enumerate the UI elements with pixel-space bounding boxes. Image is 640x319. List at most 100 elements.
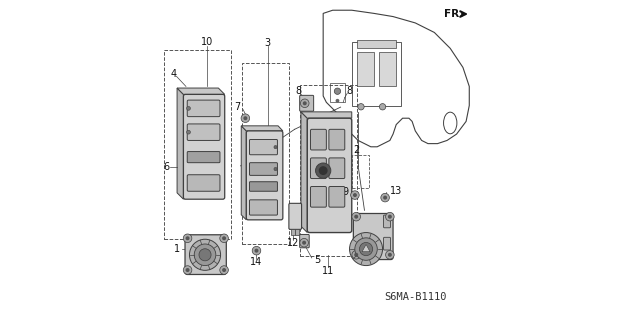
- Circle shape: [194, 244, 216, 266]
- Circle shape: [274, 167, 277, 171]
- Text: 3: 3: [264, 38, 271, 48]
- FancyBboxPatch shape: [307, 118, 352, 233]
- FancyBboxPatch shape: [353, 213, 393, 260]
- FancyBboxPatch shape: [310, 129, 326, 150]
- Text: 5: 5: [314, 255, 321, 264]
- Circle shape: [187, 130, 191, 134]
- Circle shape: [303, 101, 307, 105]
- Bar: [356, 51, 374, 86]
- Text: 9: 9: [342, 187, 349, 197]
- Text: 4: 4: [171, 69, 177, 79]
- FancyBboxPatch shape: [184, 94, 225, 199]
- FancyBboxPatch shape: [188, 124, 220, 140]
- Circle shape: [352, 250, 360, 259]
- Circle shape: [353, 193, 357, 197]
- Circle shape: [302, 241, 306, 245]
- Bar: [300, 85, 357, 256]
- Circle shape: [186, 236, 189, 240]
- Bar: [356, 41, 396, 48]
- FancyBboxPatch shape: [310, 158, 326, 179]
- Circle shape: [222, 236, 226, 240]
- FancyBboxPatch shape: [250, 163, 278, 175]
- Circle shape: [385, 250, 394, 259]
- Bar: [330, 83, 346, 102]
- Text: 7: 7: [234, 102, 241, 112]
- Polygon shape: [177, 88, 225, 94]
- Polygon shape: [301, 112, 352, 118]
- Circle shape: [383, 196, 387, 200]
- Circle shape: [316, 163, 331, 178]
- Polygon shape: [241, 126, 246, 220]
- FancyBboxPatch shape: [329, 158, 345, 179]
- Circle shape: [360, 242, 372, 256]
- Text: 8: 8: [346, 85, 352, 96]
- Text: 12: 12: [287, 238, 299, 248]
- Circle shape: [189, 239, 221, 270]
- Text: FR.: FR.: [444, 9, 463, 19]
- Circle shape: [388, 253, 392, 257]
- Circle shape: [388, 215, 392, 219]
- Circle shape: [220, 234, 228, 242]
- Circle shape: [352, 212, 360, 221]
- FancyBboxPatch shape: [329, 187, 345, 207]
- Circle shape: [319, 166, 328, 175]
- Polygon shape: [177, 88, 184, 199]
- Circle shape: [354, 253, 358, 257]
- Circle shape: [186, 268, 189, 272]
- Bar: [241, 63, 289, 244]
- Bar: [291, 229, 294, 235]
- Text: 10: 10: [201, 37, 213, 47]
- FancyBboxPatch shape: [383, 237, 390, 250]
- Circle shape: [354, 215, 358, 219]
- Circle shape: [300, 99, 309, 108]
- Text: 2: 2: [354, 145, 360, 155]
- Circle shape: [349, 233, 383, 266]
- Circle shape: [335, 99, 339, 103]
- Text: 8: 8: [295, 85, 301, 96]
- Circle shape: [351, 191, 359, 199]
- Circle shape: [358, 104, 364, 110]
- FancyBboxPatch shape: [185, 235, 227, 274]
- Circle shape: [381, 193, 389, 202]
- Circle shape: [187, 107, 191, 110]
- Bar: [379, 51, 396, 86]
- Circle shape: [380, 104, 386, 110]
- Circle shape: [183, 266, 192, 274]
- FancyBboxPatch shape: [329, 129, 345, 150]
- Circle shape: [252, 246, 260, 255]
- Bar: [164, 50, 231, 239]
- Circle shape: [385, 212, 394, 221]
- FancyBboxPatch shape: [188, 152, 220, 163]
- Bar: [352, 155, 369, 188]
- FancyBboxPatch shape: [289, 203, 301, 229]
- FancyBboxPatch shape: [250, 139, 278, 155]
- Circle shape: [241, 114, 250, 122]
- FancyBboxPatch shape: [300, 95, 314, 111]
- Text: S6MA-B1110: S6MA-B1110: [384, 292, 447, 302]
- FancyBboxPatch shape: [188, 100, 220, 117]
- Text: 11: 11: [321, 266, 333, 276]
- Polygon shape: [241, 126, 283, 131]
- Polygon shape: [301, 112, 307, 233]
- Text: 1: 1: [173, 244, 180, 254]
- Circle shape: [243, 116, 248, 120]
- FancyBboxPatch shape: [383, 215, 390, 228]
- Circle shape: [222, 268, 226, 272]
- Circle shape: [183, 234, 192, 242]
- FancyBboxPatch shape: [310, 187, 326, 207]
- FancyBboxPatch shape: [250, 200, 278, 215]
- Circle shape: [220, 266, 228, 274]
- FancyBboxPatch shape: [300, 234, 309, 248]
- Text: 6: 6: [164, 162, 170, 173]
- Circle shape: [355, 238, 378, 260]
- Circle shape: [199, 249, 211, 261]
- Bar: [295, 229, 299, 235]
- Circle shape: [300, 238, 308, 247]
- Text: 14: 14: [250, 257, 262, 267]
- Bar: [352, 42, 401, 106]
- Polygon shape: [362, 244, 370, 252]
- Circle shape: [334, 88, 340, 94]
- FancyBboxPatch shape: [250, 182, 278, 191]
- Circle shape: [255, 249, 259, 253]
- FancyBboxPatch shape: [246, 131, 283, 220]
